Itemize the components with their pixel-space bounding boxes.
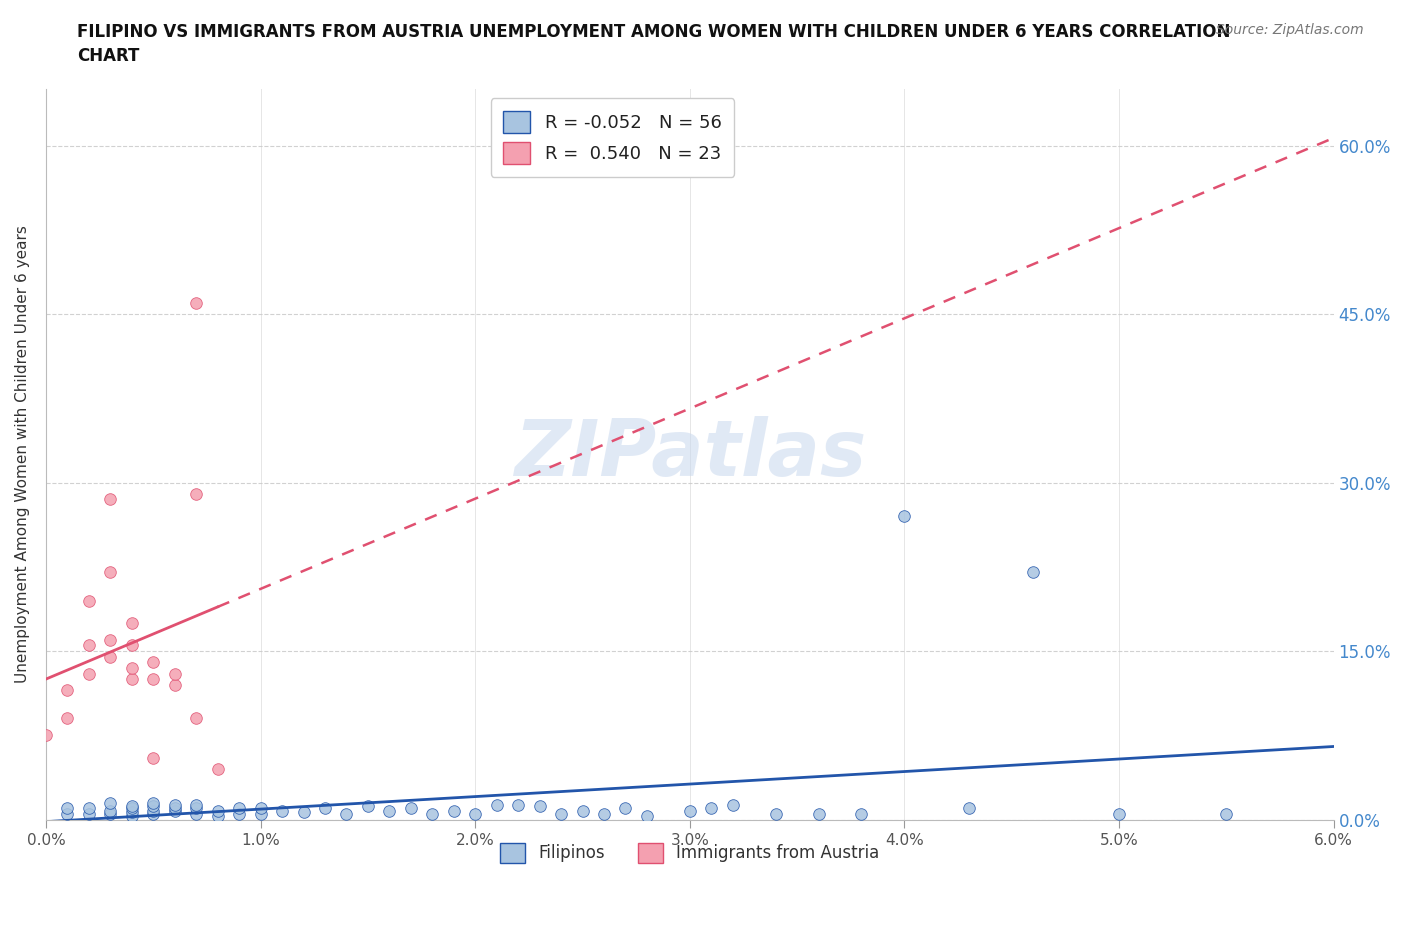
Point <box>77 801 100 816</box>
Point <box>56 683 79 698</box>
Point <box>77 593 100 608</box>
Point <box>163 798 186 813</box>
Point <box>186 806 208 821</box>
Point <box>228 806 250 821</box>
Point <box>77 806 100 821</box>
Point <box>679 804 702 818</box>
Point <box>121 660 143 675</box>
Legend: Filipinos, Immigrants from Austria: Filipinos, Immigrants from Austria <box>494 836 886 870</box>
Point <box>98 804 121 818</box>
Point <box>142 795 165 810</box>
Y-axis label: Unemployment Among Women with Children Under 6 years: Unemployment Among Women with Children U… <box>15 226 30 684</box>
Point <box>163 801 186 816</box>
Point <box>292 804 315 819</box>
Point <box>636 809 658 824</box>
Point <box>98 649 121 664</box>
Point <box>614 801 637 816</box>
Point <box>399 801 422 816</box>
Point <box>207 762 229 777</box>
Point <box>121 809 143 824</box>
Point <box>593 806 616 821</box>
Point <box>529 799 551 814</box>
Point <box>142 671 165 686</box>
Point <box>571 804 593 818</box>
Point <box>142 806 165 821</box>
Point <box>142 799 165 814</box>
Point <box>957 801 980 816</box>
Point <box>142 804 165 818</box>
Point <box>1022 565 1045 580</box>
Point <box>186 798 208 813</box>
Point <box>443 804 465 818</box>
Point <box>121 801 143 816</box>
Point <box>77 666 100 681</box>
Point <box>464 806 486 821</box>
Point <box>121 671 143 686</box>
Text: Source: ZipAtlas.com: Source: ZipAtlas.com <box>1216 23 1364 37</box>
Point <box>163 666 186 681</box>
Point <box>186 711 208 726</box>
Point <box>207 804 229 818</box>
Point <box>851 806 873 821</box>
Point <box>98 565 121 580</box>
Point <box>35 728 58 743</box>
Point <box>56 806 79 821</box>
Point <box>56 801 79 816</box>
Point <box>207 809 229 824</box>
Point <box>420 806 443 821</box>
Point <box>98 806 121 821</box>
Point <box>378 804 401 818</box>
Text: FILIPINO VS IMMIGRANTS FROM AUSTRIA UNEMPLOYMENT AMONG WOMEN WITH CHILDREN UNDER: FILIPINO VS IMMIGRANTS FROM AUSTRIA UNEM… <box>77 23 1230 65</box>
Point <box>186 296 208 311</box>
Point <box>163 677 186 692</box>
Point <box>77 638 100 653</box>
Point <box>186 486 208 501</box>
Point <box>142 655 165 670</box>
Point <box>98 492 121 507</box>
Point <box>765 806 787 821</box>
Point <box>98 795 121 810</box>
Point <box>121 638 143 653</box>
Point <box>893 509 915 524</box>
Point <box>249 806 271 821</box>
Point <box>335 806 357 821</box>
Point <box>1108 806 1130 821</box>
Point <box>186 801 208 816</box>
Point <box>357 799 380 814</box>
Point <box>228 801 250 816</box>
Point <box>142 751 165 765</box>
Point <box>1215 806 1237 821</box>
Point <box>121 799 143 814</box>
Point <box>721 798 744 813</box>
Point <box>485 798 508 813</box>
Text: ZIPatlas: ZIPatlas <box>513 417 866 493</box>
Point <box>98 632 121 647</box>
Point <box>163 804 186 818</box>
Point <box>700 801 723 816</box>
Point <box>249 801 271 816</box>
Point <box>807 806 830 821</box>
Point <box>121 804 143 819</box>
Point <box>314 801 336 816</box>
Point <box>121 616 143 631</box>
Point <box>271 804 294 818</box>
Point <box>550 806 572 821</box>
Point <box>508 798 530 813</box>
Point <box>56 711 79 726</box>
